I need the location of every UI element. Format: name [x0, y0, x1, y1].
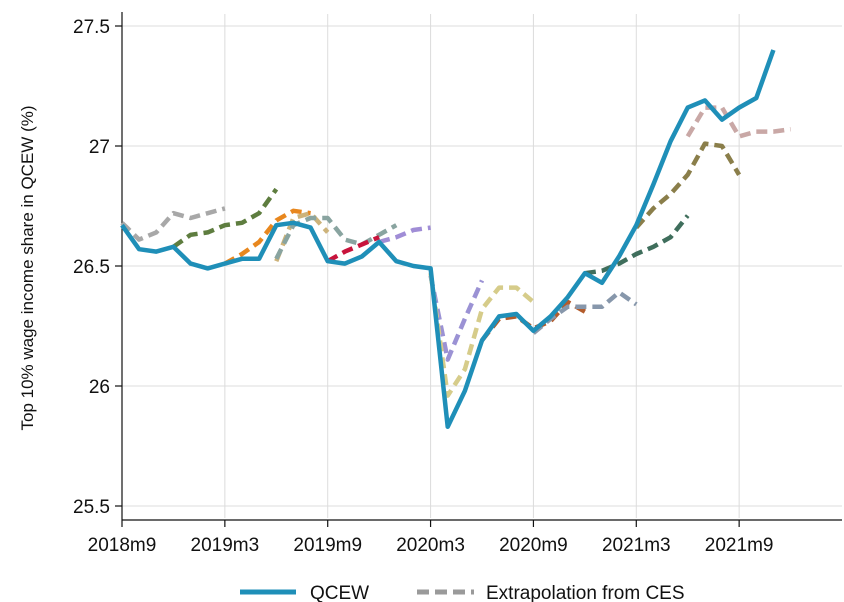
- extrapolation-series: [120, 105, 791, 398]
- x-tick-label: 2020m9: [499, 535, 568, 556]
- extrapolation-line-8: [428, 272, 535, 398]
- extrapolation-line-11: [584, 214, 690, 276]
- x-tick-label: 2018m9: [88, 535, 157, 556]
- x-tick-label: 2021m9: [705, 535, 774, 556]
- grid-lines: [121, 14, 842, 518]
- extrapolation-line-5: [326, 235, 380, 264]
- extrapolation-line-2: [223, 208, 311, 266]
- extrapolation-line-10: [531, 290, 638, 335]
- axes: 25.5 26 26.5 27 27.5 2018m9 2019m3 2019m9 2020m3…: [73, 12, 842, 556]
- y-tick-label: 27: [89, 137, 110, 158]
- qcew-series: [120, 49, 776, 430]
- legend-label-extrapolation: Extrapolation from CES: [486, 583, 685, 602]
- extrapolation-line-6: [378, 225, 431, 245]
- extrapolation-line-7: [428, 275, 485, 362]
- legend: QCEW Extrapolation from CES: [240, 583, 685, 602]
- extrapolation-line-12: [634, 141, 742, 230]
- legend-label-qcew: QCEW: [310, 583, 369, 602]
- y-tick-label: 25.5: [73, 497, 110, 518]
- extrapolation-line-0: [120, 206, 226, 242]
- y-tick-label: 26: [89, 377, 110, 398]
- extrapolation-line-3: [274, 210, 330, 263]
- extrapolation-line-1: [172, 187, 279, 249]
- y-tick-label: 27.5: [73, 17, 110, 38]
- x-tick-label: 2019m9: [293, 535, 362, 556]
- qcew-line: [120, 49, 776, 430]
- x-tick-label: 2021m3: [602, 535, 671, 556]
- y-tick-label: 26.5: [73, 257, 110, 278]
- y-axis-label: Top 10% wage income share in QCEW (%): [18, 105, 37, 430]
- x-tick-label: 2019m3: [191, 535, 260, 556]
- extrapolation-line-13: [685, 105, 791, 139]
- x-tick-label: 2020m3: [396, 535, 465, 556]
- y-axis-label-group: Top 10% wage income share in QCEW (%): [18, 105, 37, 430]
